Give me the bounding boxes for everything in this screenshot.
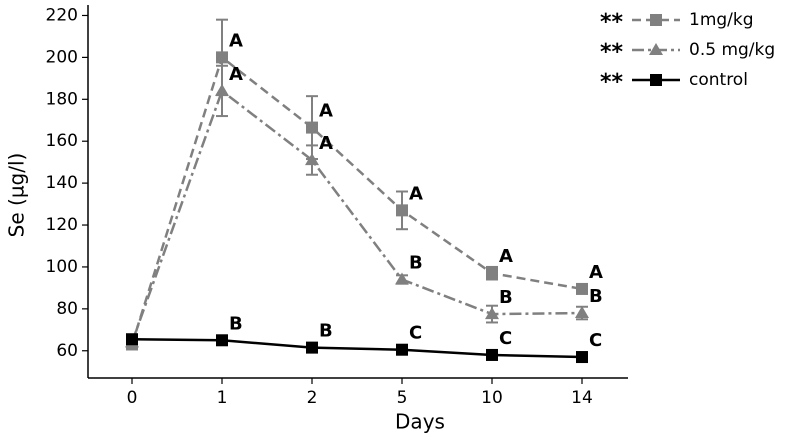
marker <box>650 74 662 86</box>
marker <box>649 43 663 55</box>
point-label: B <box>409 253 423 274</box>
marker <box>576 282 588 295</box>
marker <box>395 272 409 285</box>
point-label: B <box>229 313 243 334</box>
series-line <box>130 55 583 345</box>
marker <box>305 153 319 166</box>
x-tick-label: 1 <box>217 388 228 408</box>
marker <box>306 341 318 354</box>
point-label: A <box>229 30 243 51</box>
marker <box>216 51 228 64</box>
marker <box>650 14 662 26</box>
series-line <box>130 88 583 343</box>
legend-prefix: ** <box>600 40 624 65</box>
series-line <box>131 337 583 359</box>
y-tick-label: 80 <box>56 299 78 319</box>
marker <box>486 267 498 280</box>
legend-prefix: ** <box>600 70 624 95</box>
y-tick-label: 140 <box>46 173 78 193</box>
point-label: B <box>499 287 513 308</box>
y-tick-label: 180 <box>46 89 78 109</box>
y-tick-label: 100 <box>46 257 78 277</box>
point-label: A <box>229 64 243 85</box>
marker <box>485 307 499 320</box>
point-label: B <box>319 321 333 342</box>
marker <box>396 204 408 217</box>
x-tick-label: 2 <box>307 388 318 408</box>
marker <box>126 333 138 346</box>
point-label: C <box>409 323 422 344</box>
x-axis-label: Days <box>395 410 445 434</box>
legend-label: control <box>689 70 748 90</box>
marker <box>396 343 408 356</box>
point-label: C <box>499 328 512 349</box>
point-label: C <box>589 330 602 351</box>
legend-prefix: ** <box>600 10 624 35</box>
point-label: A <box>319 133 333 154</box>
x-tick-label: 0 <box>127 388 138 408</box>
point-label: A <box>499 246 513 267</box>
y-axis-label: Se (µg/l) <box>5 153 29 238</box>
legend-label: 1mg/kg <box>689 10 754 30</box>
y-tick-label: 120 <box>46 215 78 235</box>
point-label: A <box>409 183 423 204</box>
x-tick-label: 5 <box>397 388 408 408</box>
x-tick-label: 14 <box>571 388 593 408</box>
point-label: A <box>589 262 603 283</box>
marker <box>486 348 498 361</box>
y-tick-label: 160 <box>46 131 78 151</box>
marker <box>575 306 589 319</box>
marker <box>216 334 228 347</box>
y-tick-label: 60 <box>56 341 78 361</box>
marker <box>576 351 588 364</box>
legend-label: 0.5 mg/kg <box>689 40 775 60</box>
marker <box>306 121 318 134</box>
point-label: B <box>589 286 603 307</box>
marker <box>215 83 229 96</box>
y-tick-label: 200 <box>46 47 78 67</box>
x-tick-label: 10 <box>481 388 503 408</box>
y-tick-label: 220 <box>46 5 78 25</box>
point-label: A <box>319 101 333 122</box>
